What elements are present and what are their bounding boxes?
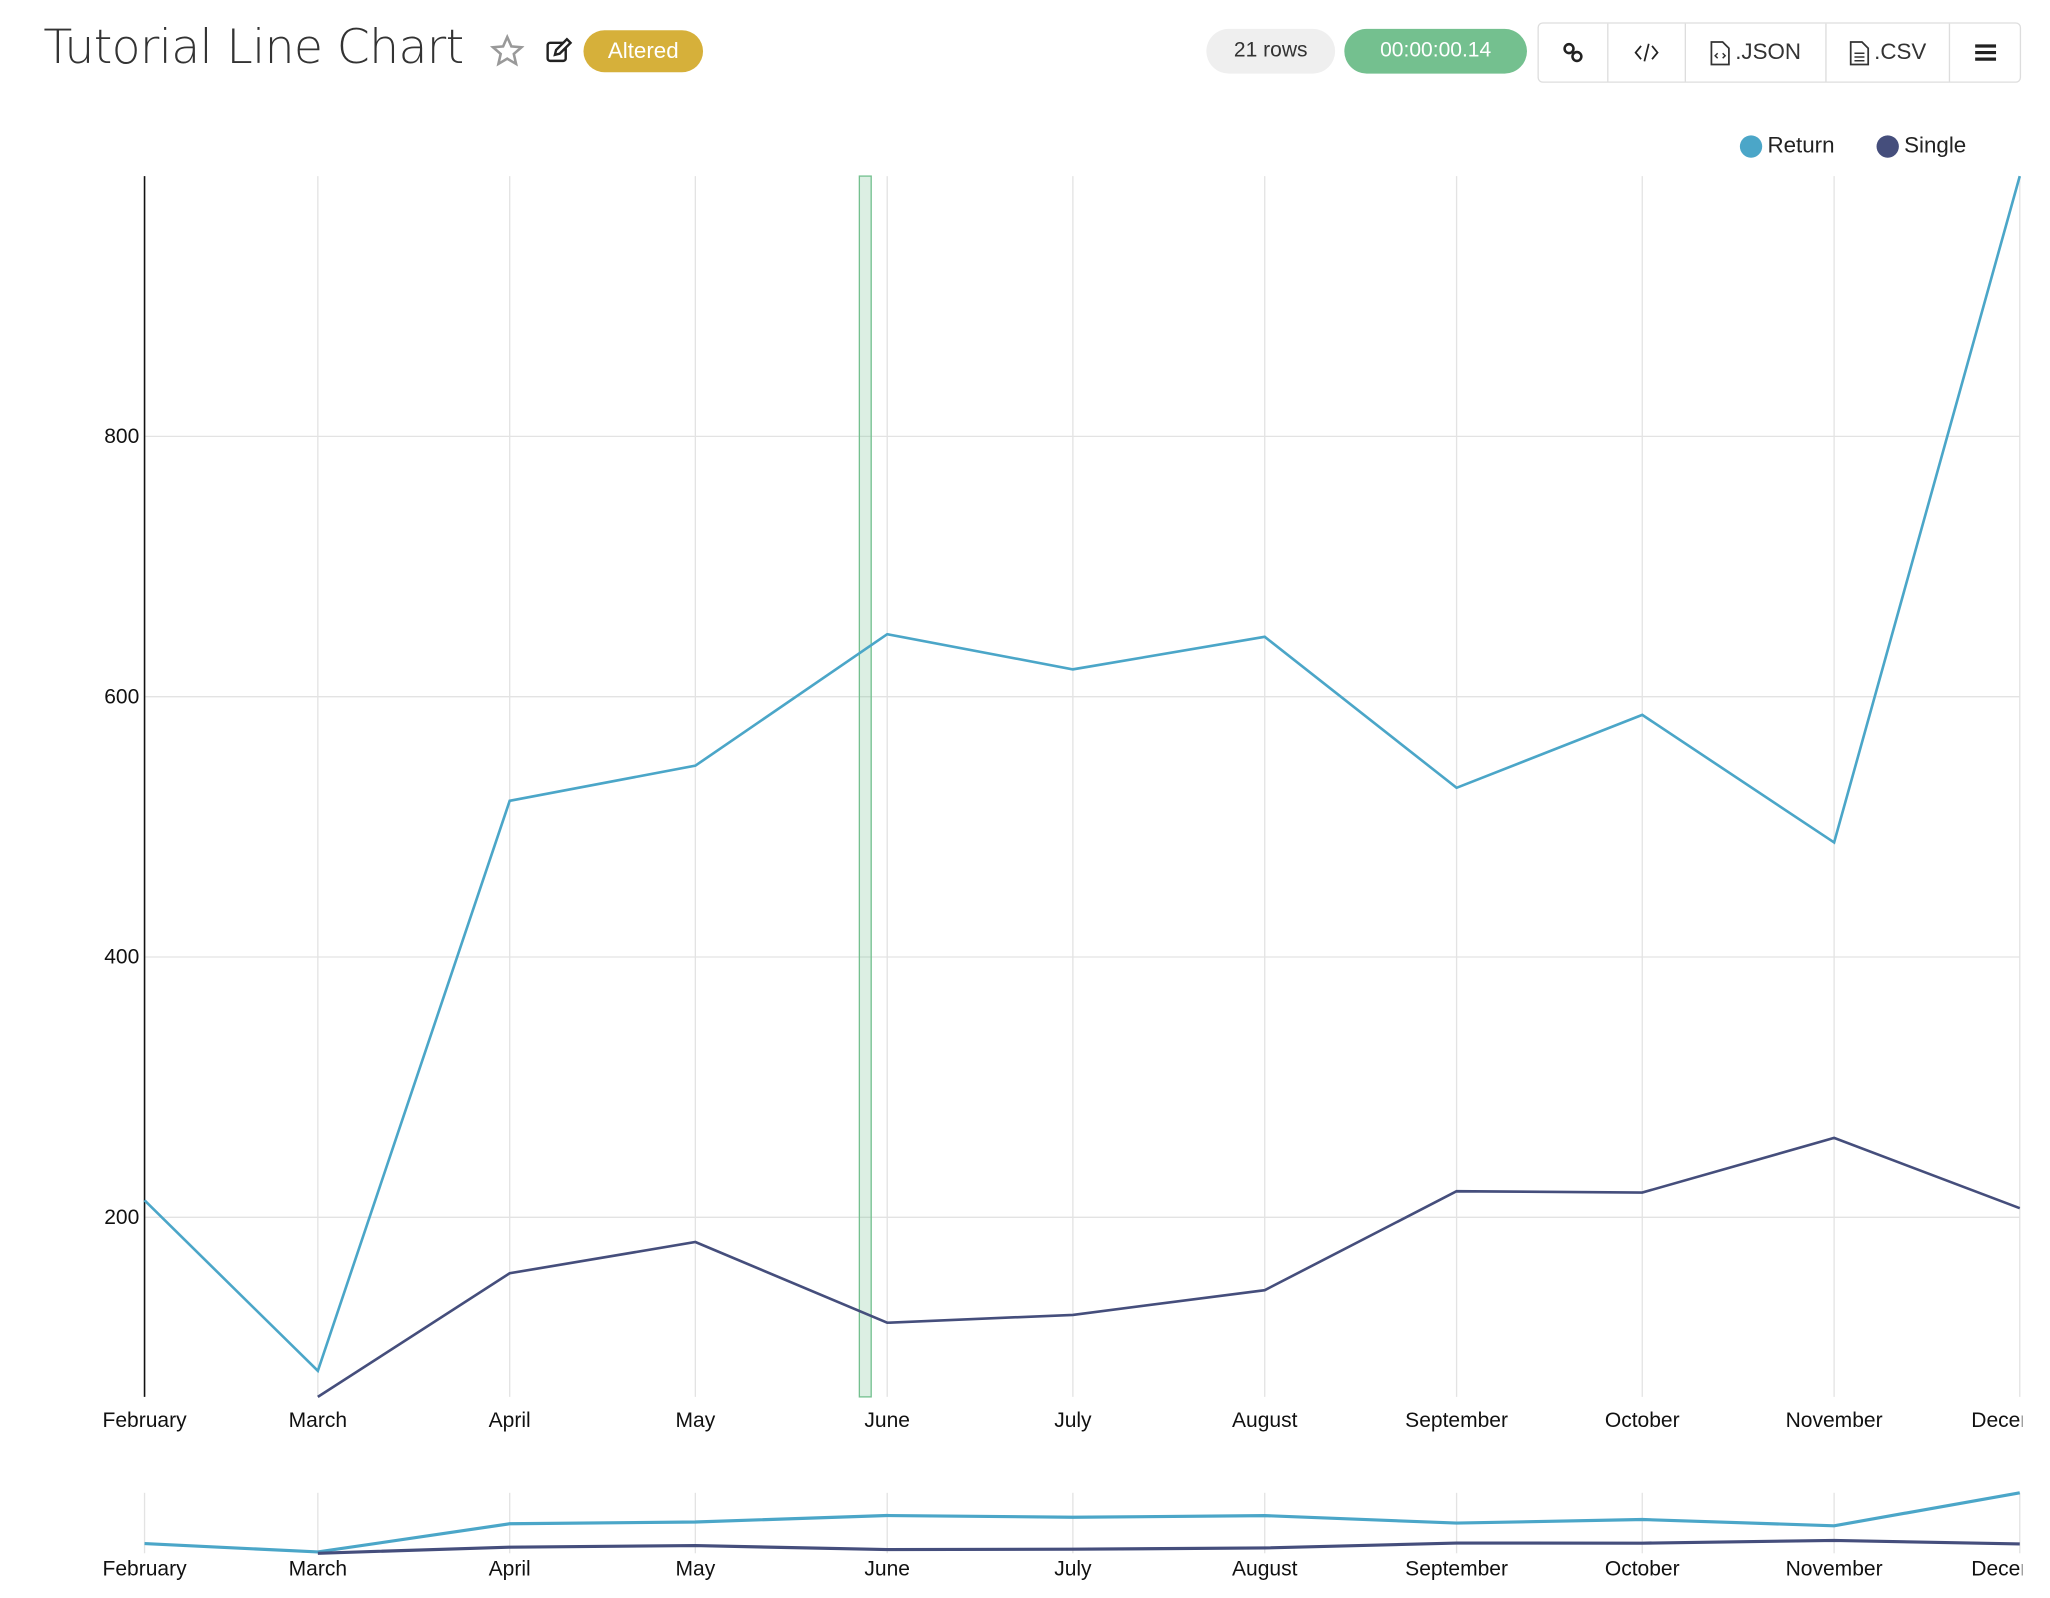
x-tick-label: May bbox=[676, 1409, 716, 1432]
y-tick-label: 800 bbox=[104, 425, 139, 448]
x-tick-label: October bbox=[1605, 1558, 1680, 1581]
x-tick-label: September bbox=[1405, 1409, 1508, 1432]
code-icon bbox=[1634, 43, 1659, 62]
series-line-return bbox=[143, 175, 2022, 1374]
series-line-single bbox=[317, 1136, 2021, 1398]
chart-title: Tutorial Line Chart bbox=[43, 21, 464, 75]
x-tick-label: April bbox=[489, 1558, 531, 1581]
altered-badge: Altered bbox=[583, 30, 704, 73]
export-json-button[interactable]: .JSON bbox=[1686, 23, 1827, 82]
x-tick-label: August bbox=[1232, 1558, 1298, 1581]
x-tick-label: July bbox=[1054, 1558, 1092, 1581]
x-tick-label: October bbox=[1605, 1409, 1680, 1432]
x-tick-label: March bbox=[289, 1558, 347, 1581]
legend-label-single: Single bbox=[1904, 132, 1967, 158]
file-text-icon bbox=[1850, 40, 1870, 65]
action-button-group: .JSON .CSV bbox=[1537, 22, 2022, 83]
link-icon bbox=[1563, 42, 1583, 63]
x-tick-label: March bbox=[289, 1409, 347, 1432]
legend-dot-return bbox=[1739, 134, 1763, 158]
x-tick-label: September bbox=[1405, 1558, 1508, 1581]
export-csv-button[interactable]: .CSV bbox=[1827, 23, 1951, 82]
copy-link-button[interactable] bbox=[1539, 23, 1609, 82]
x-tick-label: May bbox=[676, 1558, 716, 1581]
x-tick-label: December bbox=[1971, 1558, 2050, 1581]
hamburger-icon bbox=[1974, 44, 1996, 61]
legend-item-return[interactable]: Return bbox=[1739, 132, 1835, 159]
overview-line-return bbox=[144, 1491, 2021, 1554]
menu-button[interactable] bbox=[1950, 24, 2020, 82]
x-tick-label: November bbox=[1786, 1558, 1883, 1581]
x-tick-label: February bbox=[103, 1409, 188, 1432]
timer-pill: 00:00:00.14 bbox=[1344, 28, 1527, 74]
row-count-pill: 21 rows bbox=[1206, 28, 1336, 74]
x-tick-label: July bbox=[1054, 1409, 1092, 1432]
x-tick-label: June bbox=[864, 1409, 910, 1432]
embed-code-button[interactable] bbox=[1608, 23, 1686, 82]
json-label: .JSON bbox=[1735, 39, 1802, 65]
x-tick-label: August bbox=[1232, 1409, 1298, 1432]
x-tick-label: February bbox=[103, 1558, 188, 1581]
legend-item-single[interactable]: Single bbox=[1876, 132, 1967, 159]
highlight-brush bbox=[858, 175, 872, 1398]
edit-icon[interactable] bbox=[544, 37, 573, 72]
y-tick-label: 600 bbox=[104, 685, 139, 708]
x-tick-label: April bbox=[489, 1409, 531, 1432]
csv-label: .CSV bbox=[1874, 39, 1927, 65]
y-tick-label: 200 bbox=[104, 1206, 139, 1229]
x-tick-label: December bbox=[1971, 1409, 2050, 1432]
legend-dot-single bbox=[1876, 134, 1899, 158]
x-tick-label: June bbox=[864, 1558, 910, 1581]
star-icon[interactable] bbox=[489, 33, 525, 75]
y-tick-label: 400 bbox=[104, 946, 139, 969]
legend-label-return: Return bbox=[1767, 132, 1835, 158]
x-tick-label: November bbox=[1786, 1409, 1883, 1432]
file-code-icon bbox=[1711, 40, 1731, 65]
overview-line-single bbox=[317, 1538, 2020, 1555]
